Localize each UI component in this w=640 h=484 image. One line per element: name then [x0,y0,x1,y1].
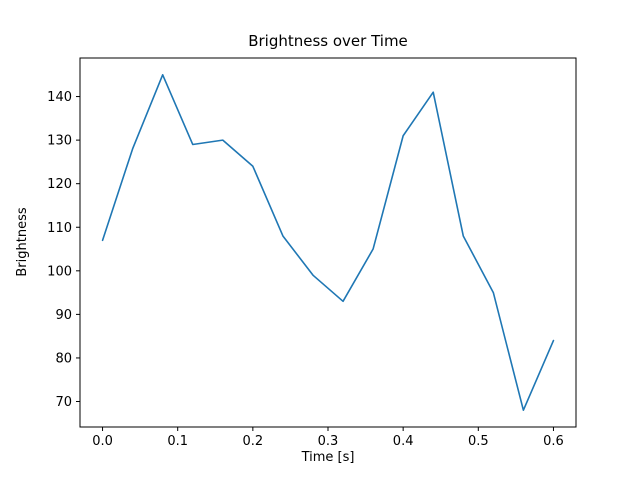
y-tick-label: 140 [47,90,72,105]
y-axis-label: Brightness [15,207,30,276]
x-tick-label: 0.3 [318,434,339,449]
y-tick-label: 90 [55,308,72,323]
y-tick-label: 110 [47,221,72,236]
x-tick-label: 0.2 [243,434,264,449]
y-tick-label: 130 [47,134,72,149]
y-tick-label: 70 [55,395,72,410]
x-tick-label: 0.0 [92,434,113,449]
axes-spines [79,57,577,428]
y-tick-label: 80 [55,351,72,366]
x-tick-label: 0.6 [543,434,564,449]
x-tick-label: 0.5 [468,434,489,449]
chart-title: Brightness over Time [248,32,408,50]
x-tick-label: 0.4 [393,434,414,449]
x-axis-label: Time [s] [301,450,355,465]
x-tick-label: 0.1 [167,434,188,449]
brightness-series-line [101,73,555,412]
plot-area [80,58,576,427]
data-series-layer [101,73,555,412]
y-tick-label: 120 [47,177,72,192]
y-tick-label: 100 [47,264,72,279]
ticks-layer: 0.0 0.1 0.2 0.3 0.4 0.5 0.6 70 80 90 100 110 120 130 1… [47,90,564,449]
